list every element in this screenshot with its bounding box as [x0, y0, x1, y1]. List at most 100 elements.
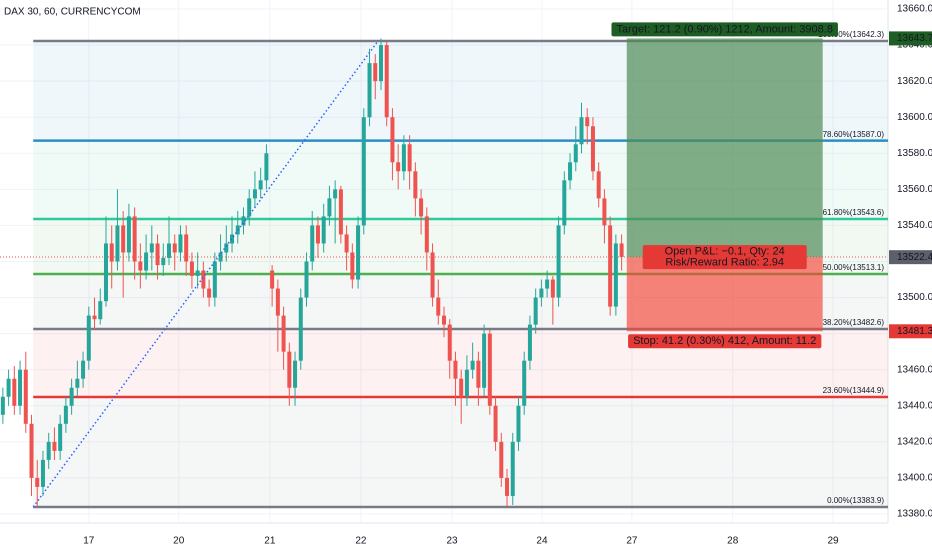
candle-body [464, 369, 469, 397]
candle-body [413, 171, 418, 199]
candle-body [0, 396, 5, 415]
candle-body [126, 216, 131, 253]
candle-body [516, 405, 521, 442]
candle-body [470, 360, 475, 370]
candle-body [52, 441, 57, 451]
candle-body [608, 225, 613, 307]
candle-body [103, 243, 108, 302]
fib-label: 78.60%(13587.0) [823, 130, 885, 139]
candle-body [476, 360, 481, 388]
candle-body [373, 63, 378, 82]
y-tick-label: 13420.0 [897, 436, 932, 447]
candle-body [447, 324, 452, 361]
candle-body [338, 189, 343, 235]
candle-body [441, 315, 447, 325]
x-tick-label: 24 [536, 536, 548, 547]
y-tick-label: 13560.0 [897, 184, 932, 195]
candle-body [281, 315, 286, 352]
candle-body [539, 288, 544, 298]
candle-body [138, 261, 143, 271]
y-tick-label: 13380.0 [897, 509, 932, 520]
candle-body [430, 252, 435, 298]
candle-body [436, 297, 441, 316]
fib-label: 38.20%(13482.6) [823, 318, 885, 327]
candle-body [356, 225, 361, 280]
candle-body [109, 243, 114, 262]
candle-body [361, 117, 366, 226]
candle-body [161, 257, 166, 266]
candle-body [98, 301, 103, 320]
candle-body [493, 405, 498, 442]
price-badge-label: 13522.4 [897, 252, 932, 263]
candle-body [258, 180, 263, 190]
x-tick-label: 29 [827, 536, 839, 547]
candle-body [275, 288, 280, 316]
candle-body [533, 297, 538, 325]
candle-body [315, 225, 320, 244]
candle-body [69, 387, 74, 406]
candle-body [487, 333, 492, 406]
candle-body [35, 477, 40, 487]
candle-body [378, 45, 383, 82]
y-tick-label: 13600.0 [897, 112, 932, 123]
candle-body [596, 171, 601, 199]
target-label-box [611, 22, 838, 37]
candle-body [579, 117, 584, 145]
candle-body [573, 144, 578, 163]
fib-label: 23.60%(13444.9) [823, 386, 885, 395]
candle-body [58, 423, 63, 451]
candle-body [86, 315, 91, 361]
fib-label: 100.00%(13642.3) [818, 30, 884, 39]
candle-body [132, 216, 137, 262]
x-tick-label: 17 [83, 536, 95, 547]
candle-body [189, 261, 194, 276]
candle-body [619, 243, 624, 257]
price-badge-label: 13643.7 [897, 33, 932, 44]
candle-body [327, 198, 332, 217]
candle-body [167, 243, 172, 258]
candle-body [613, 243, 618, 307]
candle-body [224, 243, 229, 253]
y-tick-label: 13580.0 [897, 148, 932, 159]
candle-body [287, 351, 292, 388]
candle-body [407, 144, 412, 172]
pnl-box [642, 245, 807, 270]
candle-body [585, 117, 590, 127]
candle-body [419, 198, 424, 217]
candle-body [527, 324, 532, 361]
stop-label: Stop: 41.2 (0.30%) 412, Amount: 11.2 [633, 335, 816, 347]
price-badge-label: 13481.3 [897, 326, 932, 337]
y-tick-label: 13540.0 [897, 220, 932, 231]
candle-body [270, 270, 275, 289]
chart-title: DAX 30, 60, CURRENCYCOM [4, 7, 141, 18]
candle-body [482, 333, 487, 388]
x-tick-label: 23 [446, 536, 458, 547]
candle-body [505, 477, 510, 496]
candle-body [75, 378, 80, 388]
x-tick-label: 21 [264, 536, 276, 547]
candle-body [81, 360, 86, 379]
candle-body [29, 423, 34, 478]
candle-body [510, 441, 515, 496]
candle-body [252, 189, 257, 199]
target-zone [626, 38, 823, 258]
candle-body [230, 234, 235, 244]
price-badge [889, 324, 932, 339]
candle-body [207, 288, 212, 298]
candle-body [453, 360, 458, 379]
candle-body [367, 63, 372, 118]
candle-body [172, 243, 177, 253]
x-tick-label: 28 [727, 536, 739, 547]
candle-body [304, 261, 309, 298]
candle-body [310, 225, 315, 262]
candle-body [499, 441, 504, 478]
candle-body [92, 315, 97, 320]
x-tick-label: 22 [355, 536, 367, 547]
candle-body [384, 45, 389, 118]
candle-body [201, 270, 206, 289]
candle-body [212, 261, 217, 298]
candle-body [333, 189, 338, 199]
candle-body [23, 369, 28, 424]
y-tick-label: 13620.0 [897, 76, 932, 87]
